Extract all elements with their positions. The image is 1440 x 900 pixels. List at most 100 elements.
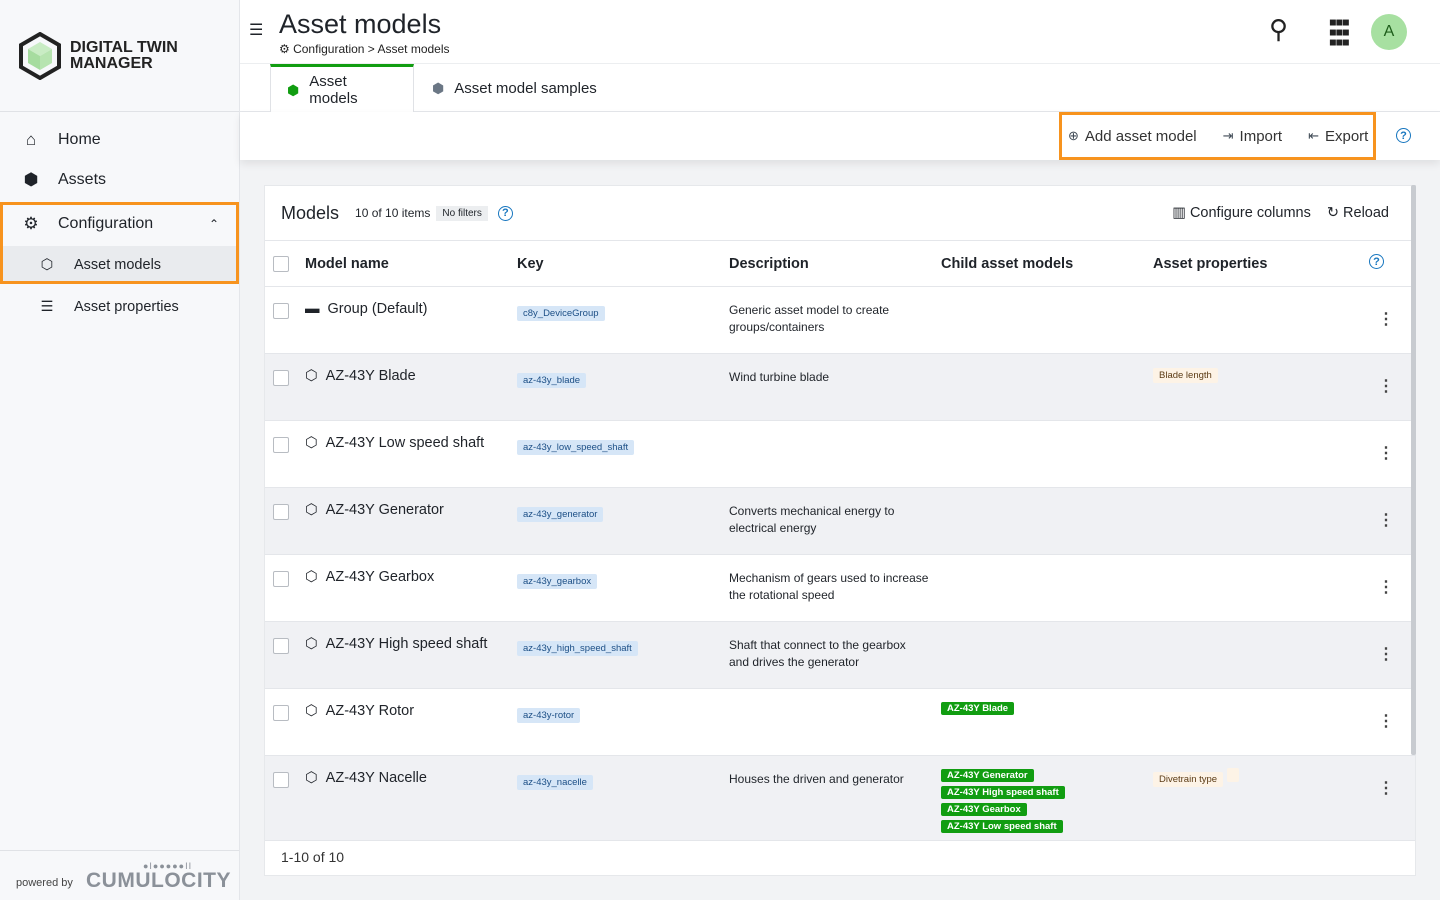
button-label: Add asset model: [1084, 127, 1197, 145]
help-icon[interactable]: ?: [1369, 254, 1384, 269]
table-row[interactable]: ⬡ AZ-43Y Nacelle az-43y_nacelle Houses th…: [265, 756, 1415, 841]
table-row[interactable]: ⬡ AZ-43Y High speed shaft az-43y_high_spe…: [265, 622, 1415, 689]
row-checkbox[interactable]: [273, 437, 289, 453]
table-row[interactable]: ⬡ AZ-43Y Generator az-43y_generator Conve…: [265, 488, 1415, 555]
avatar[interactable]: A: [1371, 14, 1407, 50]
sidebar-item-label: Home: [58, 131, 101, 148]
column-header[interactable]: Description: [729, 256, 809, 272]
row-checkbox[interactable]: [273, 705, 289, 721]
brand-line2: MANAGER: [70, 54, 153, 72]
home-icon: ⌂: [25, 130, 37, 149]
row-actions-icon[interactable]: ⋮: [1378, 780, 1394, 797]
export-button[interactable]: ⇤ Export: [1308, 128, 1368, 145]
child-model-badge[interactable]: AZ-43Y Generator: [941, 769, 1034, 782]
sidebar-item-asset-models[interactable]: ⬡ Asset models: [3, 246, 236, 284]
description: Houses the driven and generator: [729, 772, 904, 786]
breadcrumb-text[interactable]: Configuration > Asset models: [293, 42, 450, 56]
sidebar-item-asset-properties[interactable]: ☰ Asset properties: [0, 287, 239, 327]
model-name[interactable]: ⬡ AZ-43Y Low speed shaft: [305, 435, 484, 451]
search-icon[interactable]: ⚲: [1268, 14, 1288, 44]
cube-icon: ⬢: [432, 79, 445, 96]
table-row[interactable]: ⬡ AZ-43Y Gearbox az-43y_gearbox Mechanism…: [265, 555, 1415, 622]
row-actions-icon[interactable]: ⋮: [1378, 713, 1394, 730]
row-actions-icon[interactable]: ⋮: [1378, 445, 1394, 462]
cube-icon: ⬡: [305, 435, 318, 451]
row-checkbox[interactable]: [273, 638, 289, 654]
column-header[interactable]: Key: [517, 256, 544, 272]
table-row[interactable]: ⬡ AZ-43Y Rotor az-43y-rotor AZ-43Y Blade ⋮: [265, 689, 1415, 756]
model-name[interactable]: ⬡ AZ-43Y High speed shaft: [305, 636, 487, 652]
help-icon[interactable]: ?: [1396, 128, 1411, 143]
sidebar: DIGITAL TWIN MANAGER ⌂ Home ⬢ Assets ⚙ Confi…: [0, 0, 240, 900]
key-badge: az-43y_high_speed_shaft: [517, 641, 638, 656]
row-checkbox[interactable]: [273, 772, 289, 788]
help-icon[interactable]: ?: [497, 205, 513, 221]
button-label: Reload: [1343, 205, 1389, 221]
key-badge: az-43y-rotor: [517, 708, 581, 723]
model-name-text: Group (Default): [327, 301, 428, 317]
row-checkbox[interactable]: [273, 370, 289, 386]
select-all-checkbox[interactable]: [273, 256, 289, 272]
app-grid-icon[interactable]: ▪▪▪ ▪▪▪ ▪▪▪: [1328, 9, 1349, 56]
sidebar-item-configuration[interactable]: ⚙ Configuration ⌃: [0, 202, 239, 246]
sidebar-item-label: Asset properties: [74, 299, 179, 315]
import-icon: ⇥: [1222, 128, 1234, 143]
table-row[interactable]: ⬡ AZ-43Y Low speed shaft az-43y_low_speed…: [265, 421, 1415, 488]
row-actions-icon[interactable]: ⋮: [1378, 311, 1394, 328]
pagination-info: 1-10 of 10: [281, 849, 345, 865]
model-name[interactable]: ⬡ AZ-43Y Blade: [305, 368, 416, 384]
model-name-text: AZ-43Y Generator: [325, 502, 444, 518]
sidebar-item-assets[interactable]: ⬢ Assets: [0, 160, 239, 200]
row-actions-icon[interactable]: ⋮: [1378, 646, 1394, 663]
model-name[interactable]: ▬ Group (Default): [305, 301, 427, 317]
column-header[interactable]: Model name: [305, 256, 389, 272]
table-header: Model name Key Description Child asset m…: [265, 241, 1415, 287]
model-name[interactable]: ⬡ AZ-43Y Rotor: [305, 703, 414, 719]
child-model-badge[interactable]: AZ-43Y Low speed shaft: [941, 820, 1063, 833]
import-button[interactable]: ⇥ Import: [1223, 128, 1282, 145]
brand[interactable]: DIGITAL TWIN MANAGER: [0, 0, 239, 112]
key-badge: az-43y_nacelle: [517, 775, 593, 790]
row-actions-icon[interactable]: ⋮: [1378, 512, 1394, 529]
models-card: Models 10 of 10 items No filters ? ▥ Con…: [264, 185, 1416, 876]
configure-columns-button[interactable]: ▥ Configure columns: [1172, 205, 1311, 221]
description: Converts mechanical energy to electrical…: [729, 504, 895, 535]
child-model-badge[interactable]: AZ-43Y High speed shaft: [941, 786, 1065, 799]
toggle-sidebar-icon[interactable]: ☰: [249, 22, 264, 39]
button-label: Import: [1239, 127, 1283, 145]
cube-icon: ⬡: [305, 703, 318, 719]
row-checkbox[interactable]: [273, 504, 289, 520]
column-header[interactable]: Child asset models: [941, 256, 1074, 272]
item-count: 10 of 10 items: [355, 206, 431, 220]
sidebar-item-home[interactable]: ⌂ Home: [0, 120, 239, 160]
cube-icon: ⬡: [305, 636, 318, 652]
brand-line1: DIGITAL TWIN: [70, 38, 178, 56]
row-checkbox[interactable]: [273, 303, 289, 319]
child-model-badge[interactable]: AZ-43Y Gearbox: [941, 803, 1027, 816]
tab-asset-model-samples[interactable]: ⬢ Asset model samples: [416, 64, 613, 112]
tab-label: Asset models: [309, 73, 358, 107]
key-badge: az-43y_generator: [517, 507, 604, 522]
cubes-icon: ⬢: [23, 170, 39, 189]
column-header[interactable]: Asset properties: [1153, 256, 1268, 272]
tab-asset-models[interactable]: ⬢ Asset models: [270, 64, 414, 113]
add-asset-model-button[interactable]: ⊕ Add asset model: [1068, 128, 1197, 145]
scrollbar[interactable]: [1411, 185, 1416, 755]
key-badge: az-43y_gearbox: [517, 574, 598, 589]
table-row[interactable]: ▬ Group (Default) c8y_DeviceGroup Generic…: [265, 287, 1415, 354]
description: Mechanism of gears used to increase the …: [729, 571, 929, 602]
row-checkbox[interactable]: [273, 571, 289, 587]
child-model-badge[interactable]: AZ-43Y Blade: [941, 702, 1015, 715]
table-row[interactable]: ⬡ AZ-43Y Blade az-43y_blade Wind turbine …: [265, 354, 1415, 421]
row-actions-icon[interactable]: ⋮: [1378, 378, 1394, 395]
row-actions-icon[interactable]: ⋮: [1378, 579, 1394, 596]
key-badge: c8y_DeviceGroup: [517, 306, 605, 321]
model-name[interactable]: ⬡ AZ-43Y Nacelle: [305, 770, 427, 786]
reload-button[interactable]: ↻ Reload: [1327, 205, 1389, 221]
tabs: ⬢ Asset models ⬢ Asset model samples: [240, 64, 1440, 113]
model-name[interactable]: ⬡ AZ-43Y Generator: [305, 502, 444, 518]
property-badge: Blade length: [1153, 368, 1218, 383]
model-name[interactable]: ⬡ AZ-43Y Gearbox: [305, 569, 434, 585]
gear-icon: ⚙: [23, 214, 39, 233]
description: Generic asset model to create groups/con…: [729, 303, 890, 334]
